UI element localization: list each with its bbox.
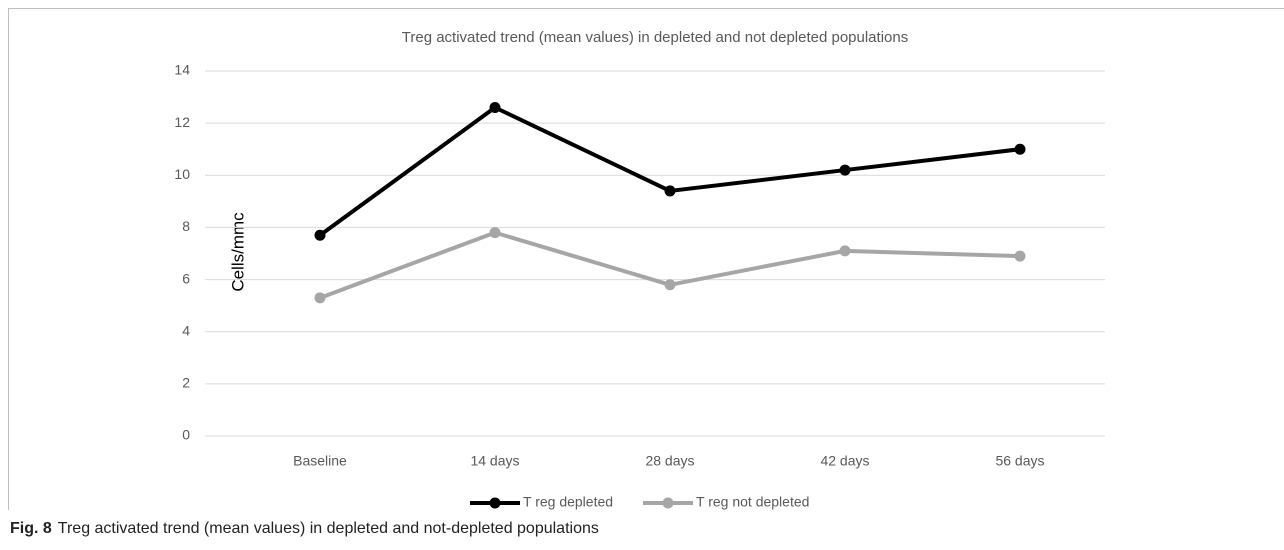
data-point bbox=[664, 279, 676, 291]
y-tick-label: 10 bbox=[174, 166, 190, 182]
chart-border bbox=[8, 8, 1284, 510]
y-tick-label: 2 bbox=[182, 375, 190, 391]
data-point bbox=[1014, 250, 1026, 262]
data-point bbox=[489, 102, 501, 113]
legend-label: T reg depleted bbox=[523, 494, 613, 510]
chart-title: Treg activated trend (mean values) in de… bbox=[402, 29, 908, 46]
data-point bbox=[664, 185, 676, 197]
data-point bbox=[314, 229, 326, 241]
y-tick-label: 6 bbox=[182, 270, 190, 286]
x-tick-label: 42 days bbox=[820, 453, 869, 469]
series-line bbox=[318, 105, 1021, 237]
y-tick-label: 14 bbox=[174, 62, 190, 78]
data-point bbox=[839, 245, 851, 257]
legend-marker bbox=[489, 497, 501, 509]
data-point bbox=[1014, 143, 1026, 155]
y-tick-label: 4 bbox=[182, 322, 190, 338]
chart: Treg activated trend (mean values) in de… bbox=[8, 8, 1284, 510]
y-axis-label: Cells/mmc bbox=[228, 212, 247, 292]
y-tick-label: 12 bbox=[174, 114, 190, 130]
caption-label: Fig. 8 bbox=[10, 520, 52, 537]
x-tick-label: 28 days bbox=[645, 453, 694, 469]
y-tick-label: 8 bbox=[182, 218, 190, 234]
data-point bbox=[314, 292, 326, 304]
x-tick-label: 56 days bbox=[995, 453, 1044, 469]
data-point bbox=[489, 227, 501, 239]
caption: Fig. 8 Treg activated trend (mean values)… bbox=[10, 520, 599, 538]
data-point bbox=[839, 164, 851, 176]
legend-label: T reg not depleted bbox=[696, 494, 809, 510]
caption-text: Treg activated trend (mean values) in de… bbox=[57, 520, 599, 537]
x-tick-label: Baseline bbox=[293, 453, 347, 469]
y-tick-label: 0 bbox=[182, 427, 190, 443]
x-tick-label: 14 days bbox=[470, 453, 519, 469]
legend-marker bbox=[662, 497, 674, 509]
